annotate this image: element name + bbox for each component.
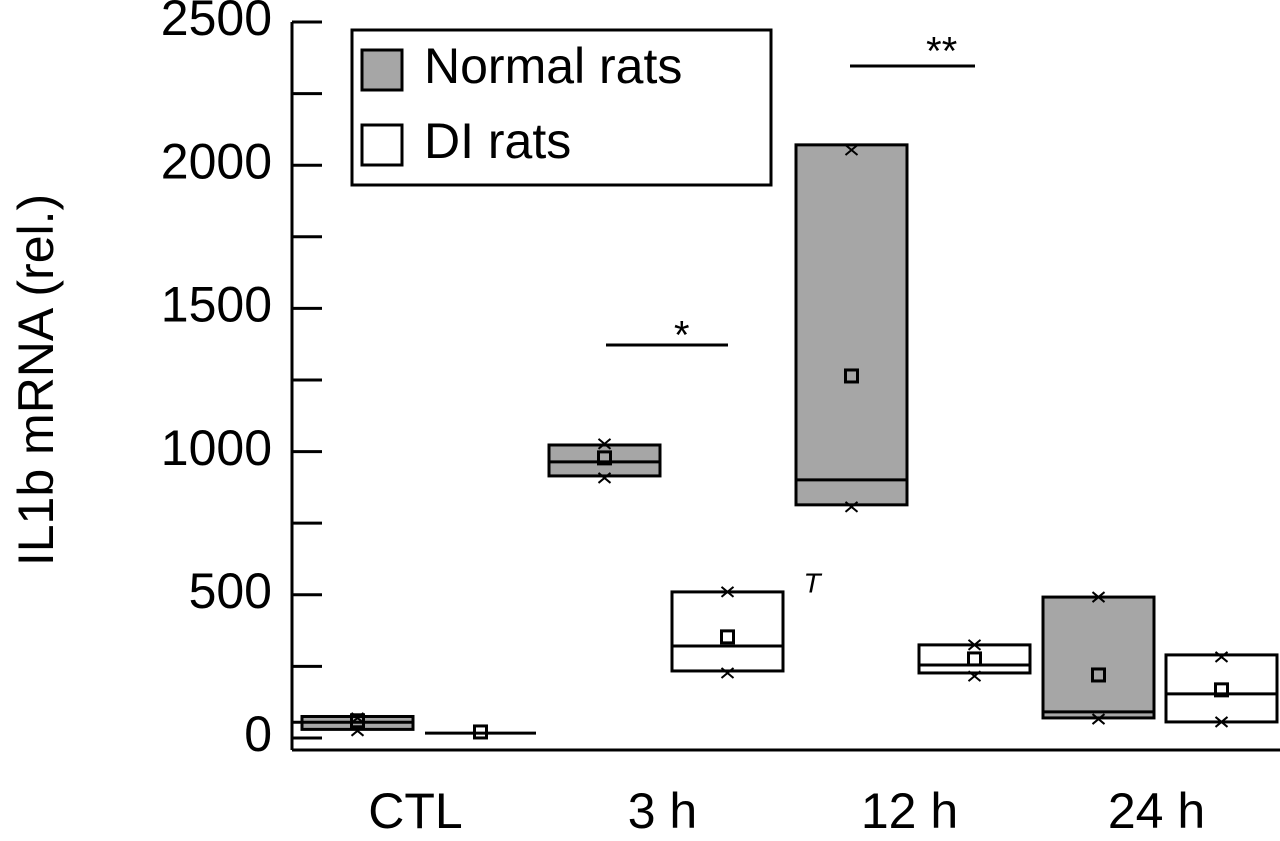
mean-marker	[1091, 667, 1106, 683]
x-tick-label: 24 h	[1108, 783, 1205, 839]
x-tick-label: 3 h	[628, 783, 698, 839]
extreme-mark	[1214, 716, 1229, 728]
legend-swatch	[360, 48, 404, 92]
y-tick-label: 1000	[161, 420, 272, 476]
extreme-mark	[1214, 651, 1229, 663]
annotation: **	[924, 30, 957, 74]
extreme-mark	[967, 670, 982, 682]
extreme-mark	[844, 501, 859, 513]
extreme-mark	[597, 472, 612, 484]
extreme-mark	[350, 712, 365, 724]
y-tick-label: 2500	[161, 0, 272, 46]
y-tick-label: 1500	[161, 277, 272, 333]
box	[1041, 595, 1156, 720]
box	[917, 643, 1032, 675]
legend-label: Normal rats	[424, 38, 682, 94]
extreme-mark	[1091, 713, 1106, 725]
annotation: T	[803, 567, 822, 598]
box	[1164, 653, 1279, 724]
y-tick-label: 0	[244, 706, 272, 762]
mean-marker	[967, 651, 982, 667]
extreme-mark	[967, 639, 982, 651]
extreme-mark	[720, 586, 735, 598]
mean-marker	[473, 724, 488, 740]
x-tick-label: 12 h	[861, 783, 958, 839]
y-tick-label: 2000	[161, 133, 272, 189]
mean-marker	[1214, 682, 1229, 698]
legend-swatch	[360, 123, 404, 167]
mean-marker	[350, 713, 365, 729]
extreme-mark	[1091, 591, 1106, 603]
legend-label: DI rats	[424, 113, 571, 169]
extreme-mark	[350, 725, 365, 737]
extreme-mark	[597, 438, 612, 450]
legend-box	[350, 28, 773, 187]
mean-marker	[597, 450, 612, 466]
y-tick-label: 500	[189, 563, 272, 619]
mean-marker	[720, 629, 735, 645]
y-axis-label: IL1b mRNA (rel.)	[8, 194, 64, 566]
x-tick-label: CTL	[368, 783, 462, 839]
extreme-mark	[844, 144, 859, 156]
annotation: *	[672, 314, 689, 358]
extreme-mark	[720, 667, 735, 679]
mean-marker	[844, 368, 859, 384]
box	[794, 143, 909, 507]
